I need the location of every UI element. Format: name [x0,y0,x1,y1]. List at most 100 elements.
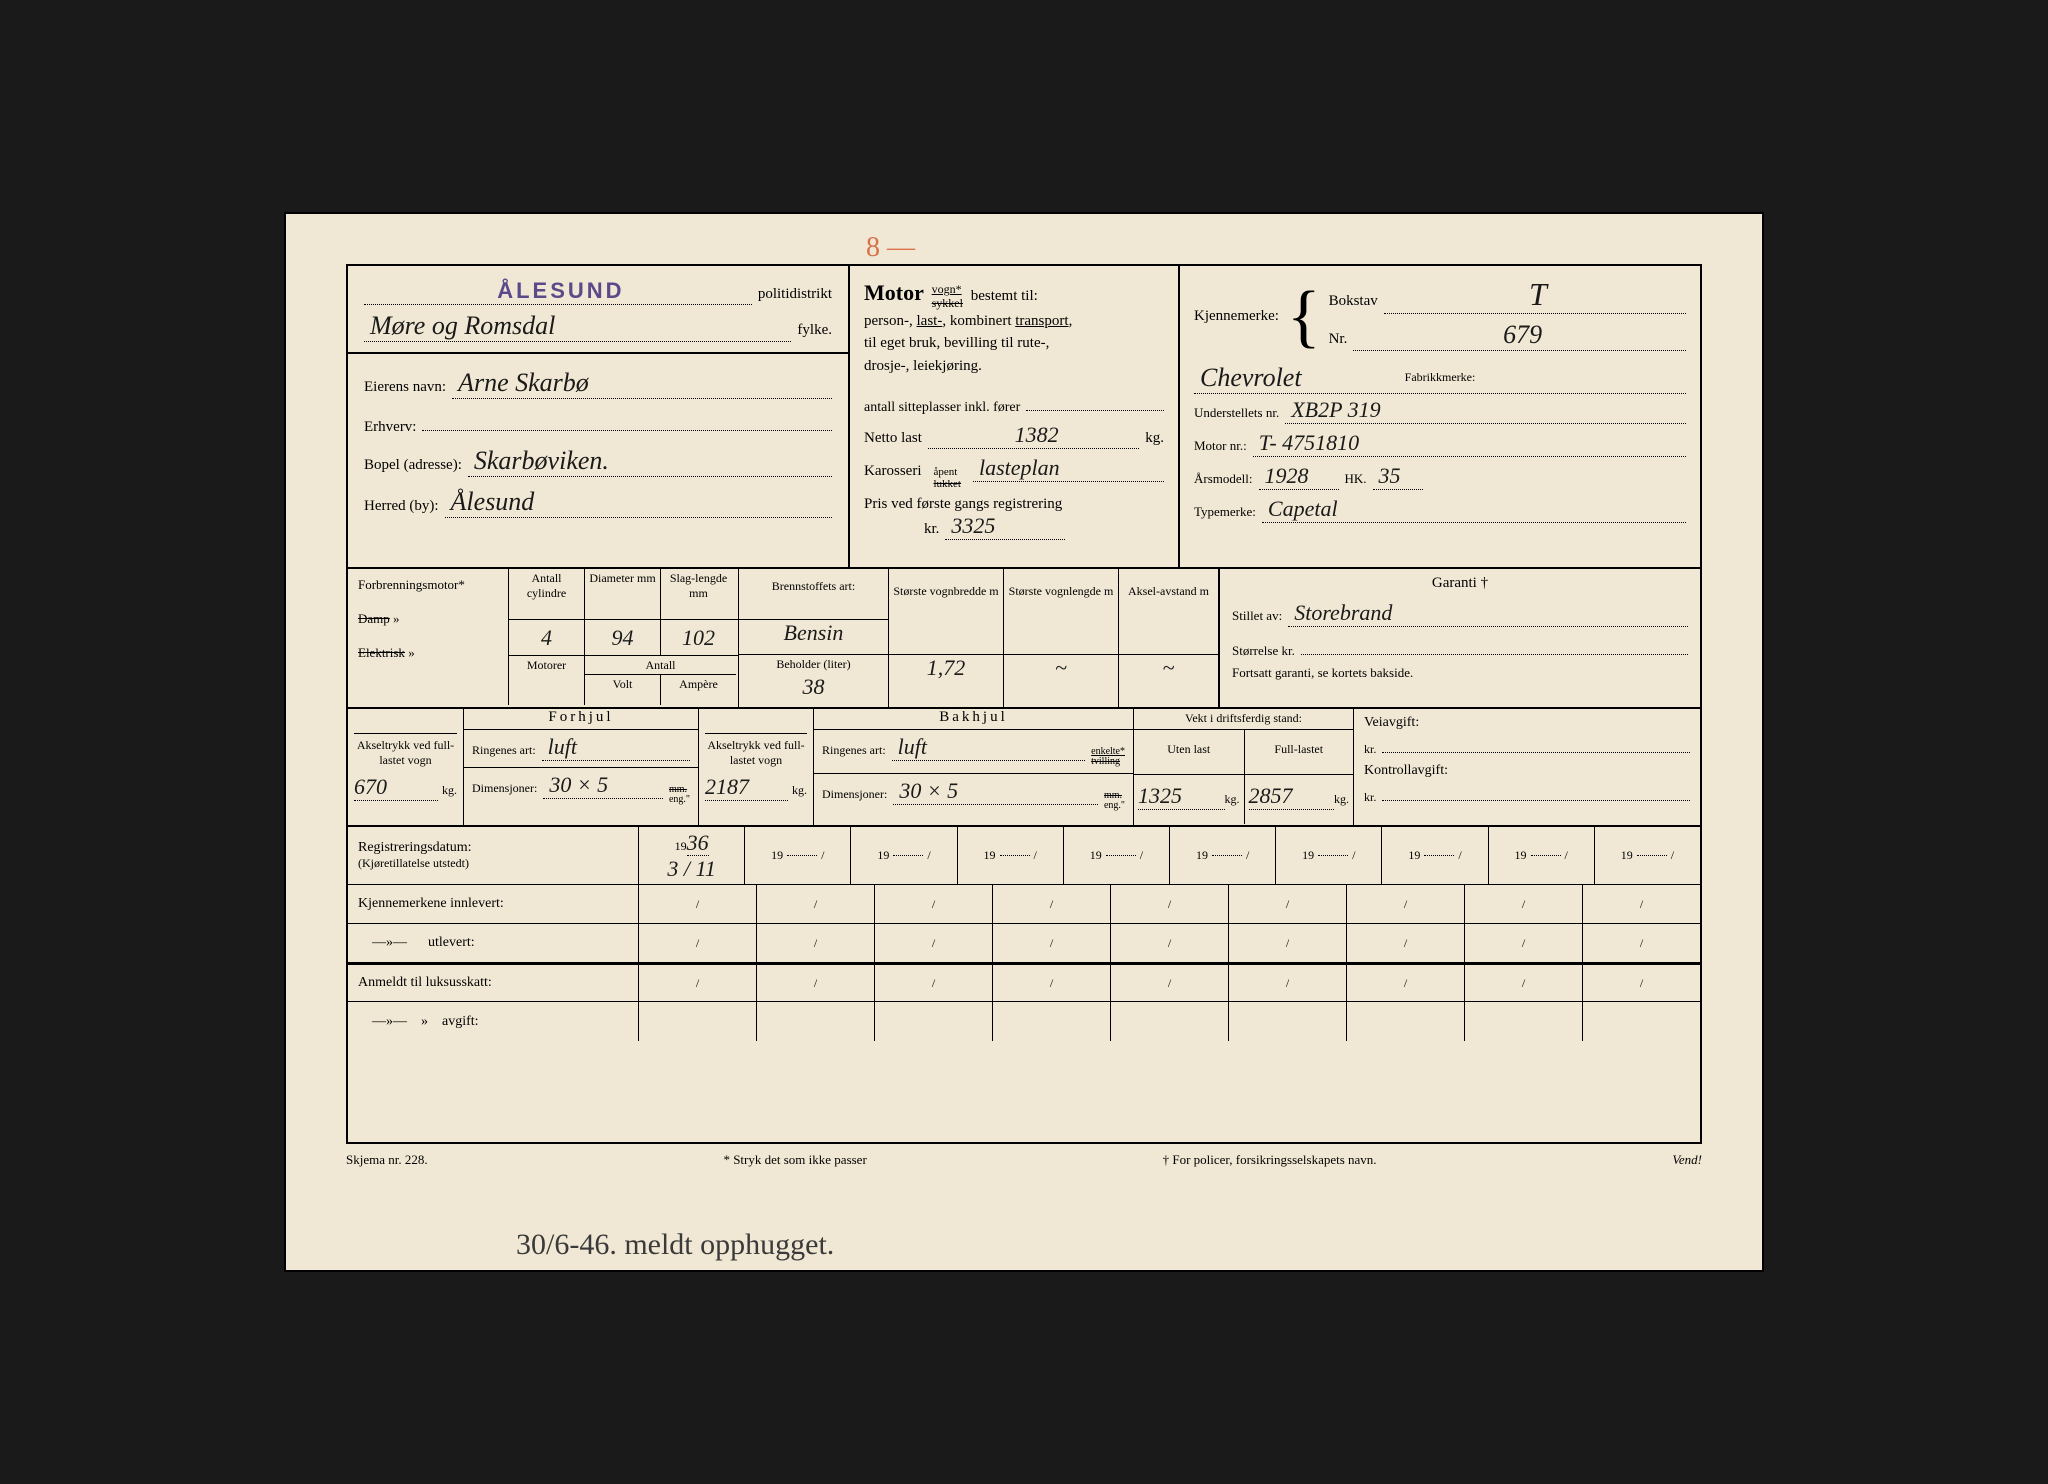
stillet-label: Stillet av: [1232,608,1282,624]
aksel-b-label: Akseltrykk ved full-lastet vogn [705,733,807,768]
top-left-panel: ÅLESUND politidistrikt Møre og Romsdal f… [348,266,848,567]
hdr-cyl: Antall cylindre [508,569,584,619]
date1: 3 / 11 [667,856,715,881]
hk-label: HK. [1345,471,1367,487]
damp-label: Damp [358,611,390,626]
kaross-label: Karosseri [864,463,921,480]
fylke-label: fylke. [797,322,832,339]
engine-type-col: Forbrenningsmotor* Damp » Elektrisk » [348,569,508,707]
police-district-stamp: ÅLESUND [497,278,624,303]
sykkel-option: sykkel [932,296,963,310]
footer: Skjema nr. 228. * Stryk det som ikke pas… [346,1152,1702,1168]
val-cyl: 4 [508,620,584,655]
full-val: 2857 [1249,783,1335,810]
herred-label: Herred (by): [364,498,439,515]
kaross-opt2: lukket [933,478,961,490]
forhjul-block: Forhjul Ringenes art: luft Dimensjoner: … [463,709,698,825]
netto-value: 1382 [928,422,1139,449]
nr-value: 679 [1353,320,1686,351]
bokstav-value: T [1384,276,1686,314]
pris-value: 3325 [945,513,1065,540]
brace-icon: { [1287,287,1321,347]
storr-label: Størrelse kr. [1232,643,1295,659]
val-aksel: ~ [1119,654,1218,681]
erhverv-label: Erhverv: [364,419,416,436]
sitte-label: antall sitteplasser inkl. fører [864,400,1020,416]
type-label: Typemerke: [1194,504,1256,520]
luks-label: Anmeldt til luksusskatt: [348,975,638,991]
avgift-block: Veiavgift: kr. Kontrollavgift: kr. [1353,709,1700,825]
red-pencil-mark: 8 — [866,232,915,264]
sitte-value [1026,389,1164,411]
kontroll-label: Kontrollavgift: [1364,763,1690,779]
fortsatt-label: Fortsatt garanti, se kortets bakside. [1232,665,1688,681]
dim-b-val: 30 × 5 [893,778,1098,805]
dim-b-label: Dimensjoner: [822,787,887,802]
val-dia: 94 [584,620,660,655]
erhverv-value [422,409,832,431]
elektrisk-label: Elektrisk [358,645,405,660]
eier-label: Eierens navn: [364,379,446,396]
year1: 36 [687,830,709,856]
hdr-dia: Diameter mm [584,569,660,619]
vend-label: Vend! [1672,1152,1702,1168]
motornr-value: T- 4751810 [1253,430,1686,457]
hdr2-beh: Beholder (liter) [739,654,888,674]
under-value: XB2P 319 [1285,397,1686,424]
bakhjul-hdr: Bakhjul [814,709,1133,729]
aksel-f-block: Akseltrykk ved full-lastet vogn 670 kg. [348,709,463,825]
hdr-aksel: Aksel-avstand m [1119,569,1218,654]
ring-b-label: Ringenes art: [822,743,886,758]
politidistrikt-label: politidistrikt [758,286,832,303]
aksel-f-label: Akseltrykk ved full-lastet vogn [354,733,457,768]
val-beh: 38 [739,674,888,700]
val-vognbr: 1,72 [889,654,1003,681]
line4: drosje-, leiekjøring. [864,358,982,374]
storr-value [1301,633,1688,655]
hk-value: 35 [1373,463,1423,490]
netto-unit: kg. [1145,430,1164,447]
hdr2-antall: Antall [584,656,736,675]
hdr-vognlen: Største vognlengde m [1004,569,1118,654]
bottom-handwritten-note: 30/6-46. meldt opphugget. [516,1228,834,1262]
aar-value: 1928 [1259,463,1339,490]
registration-card: 8 — ÅLESUND politidistrikt Møre og Romsd… [284,212,1764,1272]
ring-f-val: luft [542,734,690,761]
bokstav-label: Bokstav [1329,293,1378,310]
hdr-slag: Slag-lengde mm [660,569,736,619]
hdr2-mot: Motorer [508,656,584,675]
line2: person-, last-, kombinert transport, [864,313,1072,329]
avgift-label: —»— » avgift: [348,1014,638,1030]
pris-label: Pris ved første gangs registrering [864,496,1164,513]
vognlen-block: Største vognlengde m ~ [1003,569,1118,707]
top-zone: ÅLESUND politidistrikt Møre og Romsdal f… [348,266,1700,569]
reg-label: Registreringsdatum: (Kjøretillatelse uts… [348,840,638,872]
val-vognlen: ~ [1004,654,1118,681]
full-label: Full-lastet [1244,730,1354,774]
nr-label: Nr. [1329,331,1348,348]
aksel-f-val: 670 [354,774,438,801]
utlev-label: —»— utlevert: [348,935,638,951]
cylinder-block: Antall cylindre Diameter mm Slag-lengde … [508,569,738,707]
hdr2-amp: Ampère [660,675,736,705]
ring-b-val: luft [892,734,1085,761]
date-col-1: 1936 3 / 11 [638,827,744,884]
under-label: Understellets nr. [1194,405,1279,421]
motornr-label: Motor nr.: [1194,438,1247,454]
aksel-block: Aksel-avstand m ~ [1118,569,1218,707]
val-slag: 102 [660,620,736,655]
uten-label: Uten last [1134,730,1244,774]
footnote-1: * Stryk det som ikke passer [723,1152,866,1168]
engine-zone: Forbrenningsmotor* Damp » Elektrisk » An… [348,569,1700,709]
kaross-opt1: åpent [933,466,957,478]
bopel-value: Skarbøviken. [468,446,832,477]
fylke-value: Møre og Romsdal [364,311,791,342]
aar-label: Årsmodell: [1194,471,1253,487]
hdr-brenn: Brennstoffets art: [739,569,888,619]
forbr-label: Forbrenningsmotor* [358,577,498,593]
innlev-label: Kjennemerkene innlevert: [348,896,638,912]
forhjul-hdr: Forhjul [464,709,698,729]
skjema-nr: Skjema nr. 228. [346,1152,428,1168]
ring-f-label: Ringenes art: [472,743,536,758]
netto-label: Netto last [864,430,922,447]
